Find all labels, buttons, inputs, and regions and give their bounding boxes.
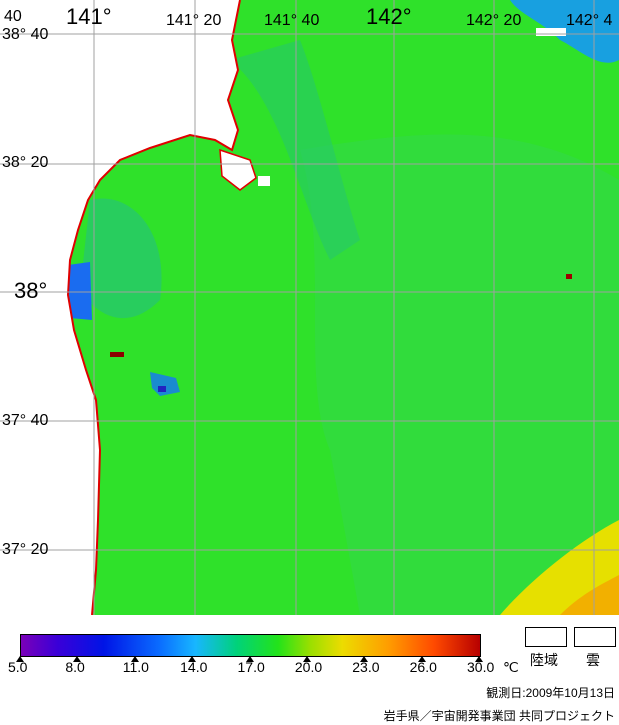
land-legend-label: 陸域 [530,652,558,668]
cloud-noise-2 [566,274,572,279]
land-area [0,0,240,615]
colorbar-tick-label: 11.0 [122,659,149,675]
colorbar-tick-label: 20.0 [294,659,323,675]
cloud-legend-label: 雲 [586,652,600,668]
credit-text: 岩手県／宇宙開発事業団 共同プロジェクト [383,709,615,723]
colorbar-tick [302,656,311,662]
lon-label-141: 141° [66,4,112,29]
lat-label-37-20: 37° 20 [2,541,49,558]
cloud-legend-swatch [574,627,616,647]
colorbar-tick-label: 26.0 [409,659,437,675]
cold-spot [158,386,166,392]
lon-label-142: 142° [366,4,412,29]
cloud-pixel-1 [258,176,270,186]
colorbar-tick [360,656,369,662]
colorbar-tick-label: 8.0 [65,659,85,675]
lon-label-142-40: 142° 4 [566,12,613,29]
coastal-cold-patch [68,262,92,320]
lat-label-38: 38° [14,278,48,303]
colorbar-tick [475,656,483,662]
colorbar-unit: ℃ [503,659,519,675]
lat-label-38-20: 38° 20 [2,154,49,171]
land-legend-swatch [525,627,567,647]
bay-islands [219,148,257,191]
coastal-cool-patch [80,198,162,319]
observation-date: 観測日:2009年10月13日 [486,686,615,700]
colorbar-tick-label: 17.0 [237,659,265,675]
lat-label-38-40: 38° 40 [2,26,49,43]
lat-label-37-40: 37° 40 [2,412,49,429]
lon-label-141-40: 141° 40 [264,12,320,29]
colorbar-tick-label: 14.0 [180,659,208,675]
warm-water-1 [500,520,619,615]
colorbar-tick-label: 30.0 [467,659,495,675]
graticule [0,0,619,615]
sst-image [0,0,619,615]
lon-label-141-20: 141° 20 [166,12,222,29]
colorbar-tick-label: 23.0 [352,659,380,675]
cold-eddy [150,372,180,396]
warm-water-2 [560,575,619,615]
sea-surface-temperature-map: 40 141° 141° 20 141° 40 142° 142° 20 142… [0,0,619,615]
colorbar-tick [16,656,24,662]
colorbar-tick [130,656,139,662]
offshore-warm-band [300,134,619,615]
colorbar-tick-label: 5.0 [8,659,28,675]
colorbar-tick [73,656,82,662]
colorbar-tick [245,656,254,662]
cloud-pixel-2 [536,28,566,36]
temperature-colorbar [20,634,481,657]
offshore-cool-band [230,40,360,260]
colorbar-tick [188,656,197,662]
colorbar-tick [417,656,426,662]
lon-label-142-20: 142° 20 [466,12,522,29]
cloud-noise-1 [110,352,124,357]
corner-label: 40 [4,8,22,25]
